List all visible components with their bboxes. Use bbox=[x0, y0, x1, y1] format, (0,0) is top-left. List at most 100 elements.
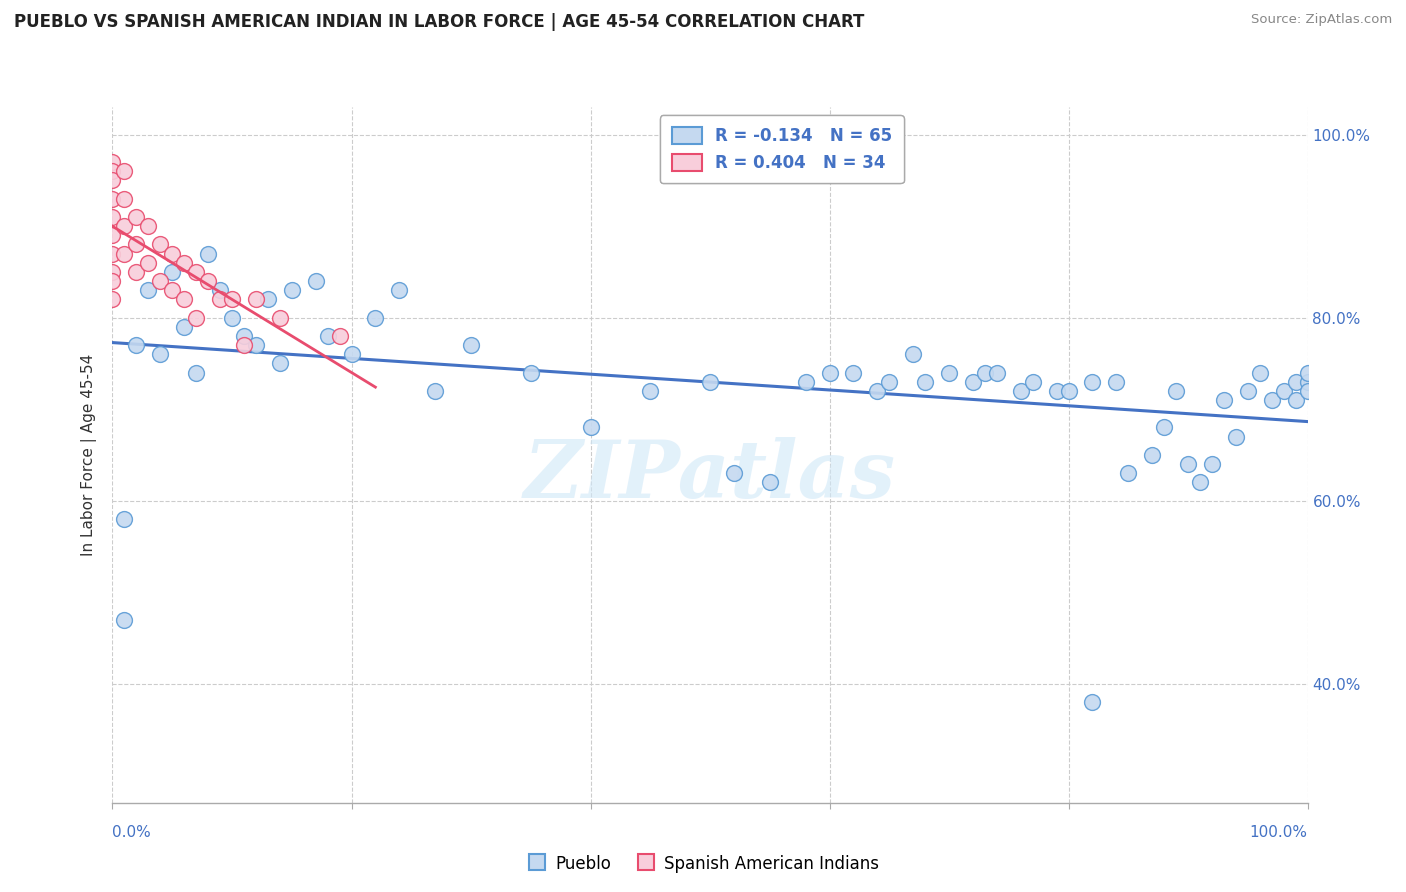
Point bbox=[101, 293, 124, 307]
Point bbox=[520, 366, 543, 380]
Point bbox=[257, 293, 280, 307]
Point bbox=[101, 155, 124, 169]
Point bbox=[388, 283, 411, 297]
Point bbox=[818, 366, 841, 380]
Point bbox=[903, 347, 925, 361]
Point bbox=[1260, 392, 1282, 407]
Point bbox=[208, 283, 231, 297]
Point bbox=[101, 246, 124, 260]
Point bbox=[794, 375, 817, 389]
Point bbox=[842, 366, 865, 380]
Point bbox=[269, 356, 291, 370]
Point bbox=[114, 192, 135, 206]
Point bbox=[1249, 366, 1271, 380]
Point bbox=[138, 283, 160, 297]
Point bbox=[101, 164, 124, 178]
Y-axis label: In Labor Force | Age 45-54: In Labor Force | Age 45-54 bbox=[80, 354, 97, 556]
Text: PUEBLO VS SPANISH AMERICAN INDIAN IN LABOR FORCE | AGE 45-54 CORRELATION CHART: PUEBLO VS SPANISH AMERICAN INDIAN IN LAB… bbox=[14, 13, 865, 31]
Point bbox=[638, 384, 662, 398]
Point bbox=[101, 228, 124, 243]
Point bbox=[1296, 384, 1319, 398]
Point bbox=[1272, 384, 1295, 398]
Point bbox=[245, 338, 267, 352]
Point bbox=[986, 366, 1008, 380]
Point bbox=[1189, 475, 1212, 490]
Point bbox=[1081, 375, 1104, 389]
Point bbox=[162, 283, 183, 297]
Point bbox=[221, 310, 243, 325]
Point bbox=[1201, 457, 1223, 471]
Point bbox=[101, 210, 124, 224]
Point bbox=[114, 164, 135, 178]
Point bbox=[1225, 429, 1247, 443]
Point bbox=[138, 219, 160, 233]
Text: ZIPatlas: ZIPatlas bbox=[524, 437, 896, 515]
Point bbox=[173, 319, 195, 334]
Point bbox=[973, 366, 995, 380]
Point bbox=[1105, 375, 1128, 389]
Point bbox=[186, 265, 208, 279]
Point bbox=[114, 613, 135, 627]
Point bbox=[114, 246, 135, 260]
Point bbox=[197, 274, 219, 288]
Point bbox=[186, 310, 208, 325]
Point bbox=[759, 475, 782, 490]
Point bbox=[1057, 384, 1080, 398]
Point bbox=[1285, 375, 1308, 389]
Point bbox=[316, 329, 339, 343]
Point bbox=[364, 310, 387, 325]
Point bbox=[1212, 392, 1236, 407]
Point bbox=[938, 366, 960, 380]
Point bbox=[1237, 384, 1260, 398]
Point bbox=[173, 293, 195, 307]
Point bbox=[208, 293, 231, 307]
Point bbox=[1010, 384, 1032, 398]
Point bbox=[1285, 392, 1308, 407]
Legend: R = -0.134   N = 65, R = 0.404   N = 34: R = -0.134 N = 65, R = 0.404 N = 34 bbox=[659, 115, 904, 184]
Point bbox=[221, 293, 243, 307]
Text: 100.0%: 100.0% bbox=[1250, 825, 1308, 840]
Point bbox=[281, 283, 304, 297]
Point bbox=[914, 375, 936, 389]
Point bbox=[149, 274, 172, 288]
Point bbox=[162, 265, 183, 279]
Point bbox=[101, 274, 124, 288]
Point bbox=[328, 329, 352, 343]
Point bbox=[232, 329, 256, 343]
Point bbox=[304, 274, 326, 288]
Point bbox=[186, 366, 208, 380]
Point bbox=[162, 246, 183, 260]
Point bbox=[1140, 448, 1163, 462]
Point bbox=[877, 375, 900, 389]
Point bbox=[114, 219, 135, 233]
Point bbox=[149, 347, 172, 361]
Point bbox=[138, 255, 160, 269]
Point bbox=[962, 375, 984, 389]
Point bbox=[232, 338, 256, 352]
Point bbox=[699, 375, 721, 389]
Point bbox=[125, 210, 148, 224]
Point bbox=[425, 384, 447, 398]
Point bbox=[1164, 384, 1187, 398]
Point bbox=[101, 173, 124, 187]
Point bbox=[101, 265, 124, 279]
Point bbox=[125, 338, 148, 352]
Point bbox=[579, 420, 602, 434]
Point bbox=[1153, 420, 1175, 434]
Point bbox=[340, 347, 363, 361]
Point bbox=[723, 467, 745, 481]
Point bbox=[866, 384, 889, 398]
Point bbox=[460, 338, 482, 352]
Point bbox=[245, 293, 267, 307]
Point bbox=[1296, 366, 1319, 380]
Point bbox=[125, 265, 148, 279]
Point bbox=[269, 310, 291, 325]
Point bbox=[149, 237, 172, 252]
Text: 0.0%: 0.0% bbox=[112, 825, 152, 840]
Point bbox=[101, 192, 124, 206]
Point bbox=[125, 237, 148, 252]
Point bbox=[1116, 467, 1139, 481]
Point bbox=[173, 255, 195, 269]
Point bbox=[1045, 384, 1069, 398]
Point bbox=[114, 512, 135, 526]
